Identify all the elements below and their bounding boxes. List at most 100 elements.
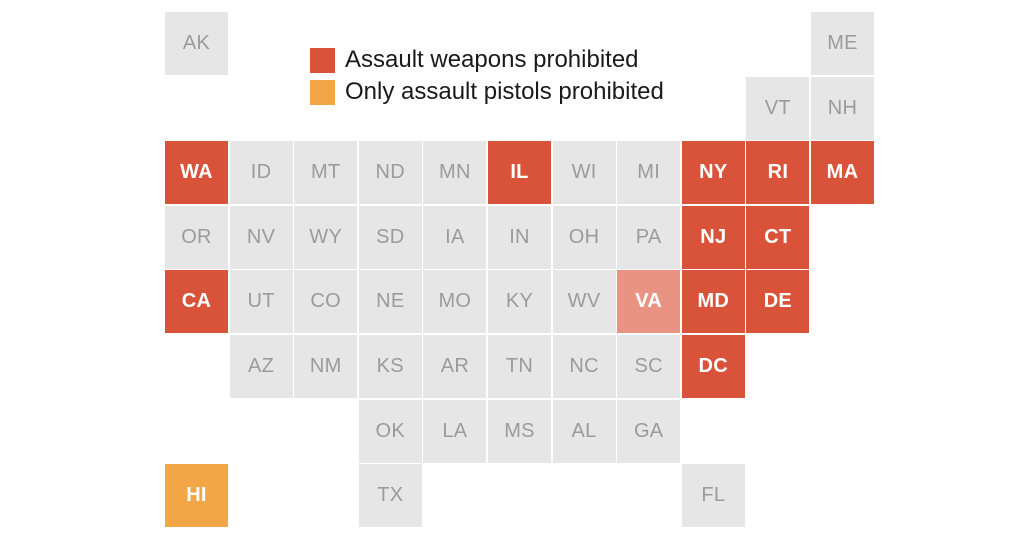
state-label-mo: MO bbox=[438, 290, 472, 313]
state-label-ia: IA bbox=[445, 225, 465, 248]
state-label-ky: KY bbox=[505, 290, 534, 313]
state-tile-ia: IA bbox=[423, 205, 487, 269]
state-label-nd: ND bbox=[375, 161, 406, 184]
state-label-al: AL bbox=[571, 419, 597, 442]
state-tile-il: IL bbox=[488, 141, 551, 205]
state-label-or: OR bbox=[181, 225, 212, 248]
state-tile-wy: WY bbox=[294, 205, 358, 269]
state-tile-ga: GA bbox=[617, 399, 681, 463]
state-label-mn: MN bbox=[439, 161, 471, 184]
state-label-ne: NE bbox=[376, 290, 405, 313]
state-tile-va: VA bbox=[617, 270, 681, 334]
state-label-co: CO bbox=[310, 290, 341, 313]
state-label-id: ID bbox=[250, 161, 272, 184]
state-tile-ak: AK bbox=[165, 12, 228, 75]
state-tile-az: AZ bbox=[229, 335, 293, 398]
state-tile-wv: WV bbox=[552, 270, 616, 334]
state-tile-la: LA bbox=[423, 399, 487, 463]
state-label-mi: MI bbox=[637, 161, 661, 184]
state-label-tx: TX bbox=[377, 484, 404, 507]
state-tile-ma: MA bbox=[811, 141, 874, 205]
state-tile-or: OR bbox=[165, 205, 228, 269]
state-tile-fl: FL bbox=[681, 464, 745, 528]
state-label-ny: NY bbox=[699, 161, 728, 184]
state-label-nm: NM bbox=[309, 355, 342, 377]
state-tile-co: CO bbox=[294, 270, 358, 334]
state-label-tn: TN bbox=[505, 355, 534, 377]
state-label-pa: PA bbox=[635, 225, 662, 248]
state-tile-ri: RI bbox=[746, 141, 810, 205]
state-label-ma: MA bbox=[826, 161, 859, 184]
state-tile-nh: NH bbox=[811, 76, 874, 140]
state-label-ga: GA bbox=[633, 419, 664, 442]
state-label-nh: NH bbox=[827, 96, 858, 119]
state-tile-tx: TX bbox=[358, 464, 422, 528]
state-label-ut: UT bbox=[247, 290, 275, 313]
state-label-va: VA bbox=[635, 290, 663, 313]
state-label-ca: CA bbox=[181, 290, 212, 313]
state-tile-in: IN bbox=[488, 205, 551, 269]
state-tile-sd: SD bbox=[358, 205, 422, 269]
state-label-ok: OK bbox=[375, 419, 406, 442]
state-label-wy: WY bbox=[309, 225, 343, 248]
state-label-oh: OH bbox=[568, 225, 600, 248]
state-label-ak: AK bbox=[182, 32, 211, 54]
legend-swatch-pistols-only bbox=[310, 79, 335, 105]
state-tile-mn: MN bbox=[423, 141, 487, 205]
state-tile-sc: SC bbox=[617, 335, 681, 398]
state-tile-ok: OK bbox=[358, 399, 422, 463]
state-label-ks: KS bbox=[376, 355, 404, 377]
state-tile-wi: WI bbox=[552, 141, 616, 205]
state-tile-md: MD bbox=[681, 270, 745, 334]
state-label-wv: WV bbox=[567, 290, 601, 313]
state-tile-tn: TN bbox=[488, 335, 551, 398]
state-tile-hi: HI bbox=[165, 464, 228, 528]
state-tile-ar: AR bbox=[423, 335, 487, 398]
state-label-wa: WA bbox=[180, 161, 213, 184]
state-tile-ms: MS bbox=[488, 399, 551, 463]
state-label-sc: SC bbox=[634, 355, 663, 377]
state-tile-pa: PA bbox=[617, 205, 681, 269]
state-tile-nj: NJ bbox=[681, 205, 745, 269]
state-tile-nm: NM bbox=[294, 335, 358, 398]
state-label-hi: HI bbox=[186, 484, 207, 507]
state-label-nj: NJ bbox=[700, 225, 727, 248]
state-tile-mt: MT bbox=[294, 141, 358, 205]
state-tile-nv: NV bbox=[229, 205, 293, 269]
state-tile-ks: KS bbox=[358, 335, 422, 398]
state-tile-nc: NC bbox=[552, 335, 616, 398]
state-label-il: IL bbox=[510, 161, 529, 184]
state-tile-mi: MI bbox=[617, 141, 681, 205]
state-tile-ca: CA bbox=[165, 270, 228, 334]
state-tile-ut: UT bbox=[229, 270, 293, 334]
legend-swatch-prohibited bbox=[310, 47, 335, 73]
state-tile-ny: NY bbox=[681, 141, 745, 205]
state-tile-ne: NE bbox=[358, 270, 422, 334]
state-tile-al: AL bbox=[552, 399, 616, 463]
state-tile-ct: CT bbox=[746, 205, 810, 269]
state-label-ri: RI bbox=[767, 161, 789, 184]
state-label-de: DE bbox=[763, 290, 793, 313]
state-label-wi: WI bbox=[571, 161, 597, 184]
state-tile-me: ME bbox=[811, 12, 874, 75]
state-tile-wa: WA bbox=[165, 141, 228, 205]
state-tile-dc: DC bbox=[681, 335, 745, 398]
state-tile-id: ID bbox=[229, 141, 293, 205]
state-label-nv: NV bbox=[246, 225, 276, 248]
legend-item-prohibited: Assault weapons prohibited bbox=[310, 44, 664, 76]
state-label-dc: DC bbox=[698, 355, 729, 377]
state-label-fl: FL bbox=[701, 484, 726, 507]
state-label-nc: NC bbox=[569, 355, 599, 377]
state-label-ct: CT bbox=[764, 225, 792, 248]
state-label-in: IN bbox=[509, 225, 530, 248]
state-label-sd: SD bbox=[376, 225, 405, 248]
state-label-me: ME bbox=[827, 32, 858, 54]
legend-label-prohibited: Assault weapons prohibited bbox=[345, 46, 639, 73]
legend-item-pistols-only: Only assault pistols prohibited bbox=[310, 76, 664, 108]
state-tile-ky: KY bbox=[488, 270, 551, 334]
state-label-md: MD bbox=[697, 290, 730, 313]
legend: Assault weapons prohibited Only assault … bbox=[310, 44, 664, 108]
state-label-mt: MT bbox=[310, 161, 341, 184]
state-tile-vt: VT bbox=[746, 76, 810, 140]
